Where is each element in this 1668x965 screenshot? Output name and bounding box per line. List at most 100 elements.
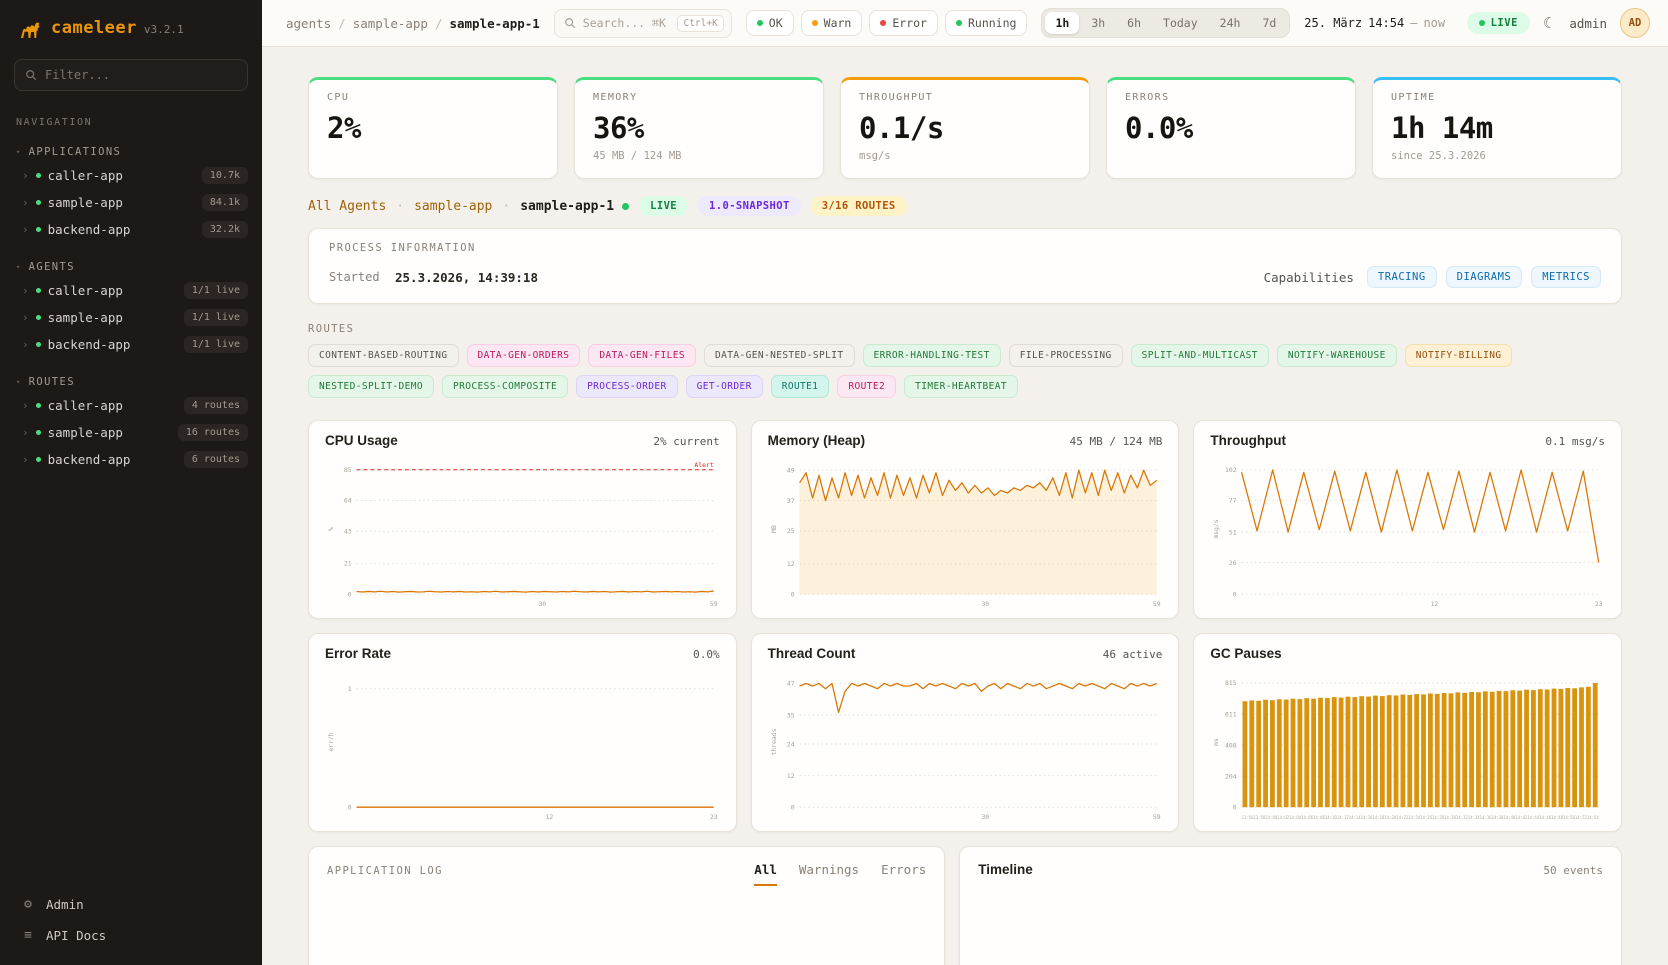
sidebar-item-routes-sample-app[interactable]: › sample-app 16 routes: [0, 419, 262, 446]
stat-card-memory: MEMORY 36% 45 MB / 124 MB: [574, 77, 824, 179]
item-count-badge: 10.7k: [201, 167, 248, 184]
breadcrumb-sample-app[interactable]: sample-app: [352, 15, 428, 31]
status-filters: OK Warn Error Running: [745, 10, 1028, 36]
range-6h[interactable]: 6h: [1117, 12, 1151, 34]
route-badge-process-composite[interactable]: PROCESS-COMPOSITE: [442, 375, 569, 398]
svg-text:threads: threads: [770, 728, 778, 755]
route-badge-get-order[interactable]: GET-ORDER: [685, 375, 763, 398]
route-badge-error-handling-test[interactable]: ERROR-HANDLING-TEST: [862, 344, 1001, 367]
breadcrumb-agents[interactable]: agents: [286, 15, 332, 31]
status-dot: [35, 227, 41, 232]
api-docs-link[interactable]: ≡ API Docs: [16, 920, 246, 951]
all-agents-link[interactable]: All Agents: [308, 198, 387, 214]
route-badge-file-processing[interactable]: FILE-PROCESSING: [1008, 344, 1123, 367]
application-log-panel: APPLICATION LOG All Warnings Errors: [308, 846, 946, 965]
sample-app-link[interactable]: sample-app: [414, 198, 493, 214]
section-header-applications[interactable]: ▾ APPLICATIONS: [0, 142, 262, 162]
topbar-right: LIVE ☾ admin AD: [1466, 8, 1650, 38]
status-dot: [35, 403, 41, 408]
filter-chip-running[interactable]: Running: [944, 10, 1028, 36]
item-label: sample-app: [47, 310, 123, 325]
route-badge-content-based-routing[interactable]: CONTENT-BASED-ROUTING: [308, 344, 459, 367]
sidebar-item-agent-caller-app[interactable]: › caller-app 1/1 live: [0, 277, 262, 304]
svg-text:35: 35: [787, 711, 795, 719]
sidebar-item-app-caller-app[interactable]: › caller-app 10.7k: [0, 162, 262, 189]
agent-version-badge: 1.0-SNAPSHOT: [698, 196, 801, 216]
item-label: caller-app: [47, 168, 123, 183]
range-3h[interactable]: 3h: [1081, 12, 1115, 34]
routes-section-title: ROUTES: [308, 323, 355, 335]
gc-pauses-chart: 815 611 408 204 0 ms 13:5613:5814:0014:0214:04…: [1212, 679, 1600, 820]
route-badge-data-gen-files[interactable]: DATA-GEN-FILES: [588, 344, 696, 367]
topbar: agents / sample-app / sample-app-1 Ctrl+…: [262, 0, 1668, 47]
route-badge-route1[interactable]: ROUTE1: [770, 375, 830, 398]
item-count-badge: 1/1 live: [183, 309, 248, 326]
route-badge-nested-split-demo[interactable]: NESTED-SPLIT-DEMO: [308, 375, 435, 398]
range-7d[interactable]: 7d: [1252, 12, 1286, 34]
log-tabs: All Warnings Errors: [754, 862, 926, 886]
live-dot: [1478, 20, 1485, 26]
stat-value: 36%: [593, 111, 644, 145]
cpu-usage-chart: 85 64 43 21 0% 30 59 Alert: [327, 461, 718, 608]
chevron-right-icon: ›: [22, 426, 29, 439]
filter-input[interactable]: [45, 68, 237, 82]
filter-chip-warn[interactable]: Warn: [800, 10, 863, 36]
global-search: Ctrl+K: [553, 8, 732, 38]
section-header-routes[interactable]: ▾ ROUTES: [0, 372, 262, 392]
tab-errors[interactable]: Errors: [881, 862, 926, 886]
chart-current-value: 0.0%: [693, 648, 720, 661]
route-badge-notify-billing[interactable]: NOTIFY-BILLING: [1404, 344, 1513, 367]
stat-value: 1h 14m: [1391, 111, 1493, 145]
section-title: AGENTS: [28, 261, 75, 273]
svg-text:21: 21: [344, 560, 352, 568]
route-badge-process-order[interactable]: PROCESS-ORDER: [576, 375, 678, 398]
filter-chip-ok[interactable]: OK: [745, 10, 794, 36]
route-badge-timer-heartbeat[interactable]: TIMER-HEARTBEAT: [904, 375, 1018, 398]
admin-link[interactable]: ⚙ Admin: [16, 889, 246, 920]
sidebar-item-routes-caller-app[interactable]: › caller-app 4 routes: [0, 392, 262, 419]
timeline-event-count: 50 events: [1543, 864, 1603, 877]
chart-title: CPU Usage: [325, 433, 398, 448]
tab-all[interactable]: All: [754, 862, 777, 886]
chevron-right-icon: ›: [22, 223, 29, 236]
avatar[interactable]: AD: [1620, 8, 1650, 38]
filter-chip-error[interactable]: Error: [869, 10, 938, 36]
item-label: backend-app: [47, 222, 131, 237]
live-toggle[interactable]: LIVE: [1466, 12, 1530, 34]
breadcrumb-separator: /: [434, 15, 443, 31]
status-dot: [35, 430, 41, 435]
svg-text:26: 26: [1229, 559, 1237, 567]
route-badge-data-gen-nested-split[interactable]: DATA-GEN-NESTED-SPLIT: [704, 344, 855, 367]
svg-text:0: 0: [1233, 590, 1237, 598]
svg-text:13:5613:5814:0014:0214:0414:06: 13:5613:5814:0014:0214:0414:0614:0814:10…: [1242, 815, 1600, 820]
search-input[interactable]: [582, 16, 671, 30]
sidebar-item-app-backend-app[interactable]: › backend-app 32.2k: [0, 216, 262, 243]
stat-cards: CPU 2% MEMORY 36% 45 MB / 124 MB THROUGH…: [308, 77, 1622, 179]
section-title: ROUTES: [28, 376, 75, 388]
range-today[interactable]: Today: [1153, 12, 1208, 34]
section-header-agents[interactable]: ▾ AGENTS: [0, 257, 262, 277]
sidebar-item-routes-backend-app[interactable]: › backend-app 6 routes: [0, 446, 262, 473]
sidebar-item-agent-backend-app[interactable]: › backend-app 1/1 live: [0, 331, 262, 358]
sidebar-item-agent-sample-app[interactable]: › sample-app 1/1 live: [0, 304, 262, 331]
stat-label: MEMORY: [593, 92, 638, 103]
route-badge-split-and-multicast[interactable]: SPLIT-AND-MULTICAST: [1130, 344, 1269, 367]
range-1h[interactable]: 1h: [1045, 12, 1080, 34]
stat-label: THROUGHPUT: [859, 92, 934, 103]
route-badge-notify-warehouse[interactable]: NOTIFY-WAREHOUSE: [1276, 344, 1397, 367]
error-rate-chart: 1 0 err/h 12 23: [327, 685, 718, 821]
process-info-row: Started 25.3.2026, 14:39:18 Capabilities…: [329, 266, 1601, 288]
route-badge-data-gen-orders[interactable]: DATA-GEN-ORDERS: [466, 344, 581, 367]
chevron-right-icon: ›: [22, 399, 29, 412]
route-badge-route2[interactable]: ROUTE2: [837, 375, 897, 398]
sidebar-item-app-sample-app[interactable]: › sample-app 84.1k: [0, 189, 262, 216]
range-24h[interactable]: 24h: [1210, 12, 1251, 34]
date-range-display[interactable]: 25. März 14:54 — now: [1304, 16, 1445, 30]
dark-mode-toggle[interactable]: ☾: [1543, 16, 1556, 31]
route-badges: CONTENT-BASED-ROUTING DATA-GEN-ORDERS DA…: [308, 344, 1622, 398]
tab-warnings[interactable]: Warnings: [799, 862, 859, 886]
stat-value: 0.1/s: [859, 111, 944, 145]
app-logo[interactable]: cameleer v3.2.1: [0, 0, 262, 49]
filter-label: Error: [892, 16, 927, 30]
chart-title: Error Rate: [325, 646, 392, 661]
